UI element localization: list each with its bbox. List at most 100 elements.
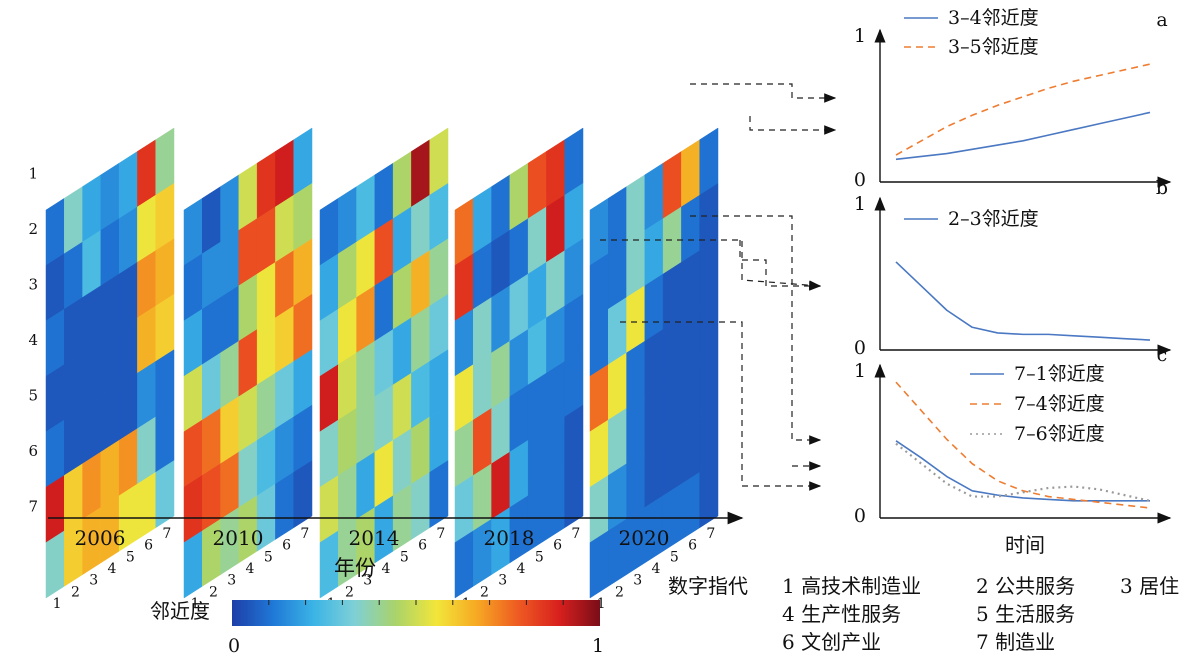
- heatmap-col-label: 6: [688, 538, 697, 554]
- heatmap-cell: [681, 471, 700, 540]
- legend-label: 7–6邻近度: [1014, 423, 1105, 445]
- year-label: 2010: [213, 526, 264, 550]
- heatmap-col-label: 5: [535, 549, 544, 565]
- heatmap-cell: [564, 460, 584, 529]
- heatmap-col-label: 2: [480, 584, 489, 600]
- heatmap-row-label: 4: [28, 331, 38, 349]
- heatmap-col-label: 2: [209, 584, 218, 600]
- heatmap-col-label: 6: [282, 538, 291, 554]
- heatmap-col-label: 5: [670, 549, 679, 565]
- heatmap-col-label: 5: [400, 549, 409, 565]
- heatmap-row-label: 2: [28, 220, 38, 238]
- code-legend-item-6: 6 文创产业: [782, 630, 881, 654]
- heatmap-row-label: 1: [28, 165, 38, 183]
- heatmap-cell: [155, 460, 175, 529]
- heatmap-col-label: 4: [382, 561, 391, 577]
- series-line: [895, 442, 1151, 502]
- heatmap-col-label: 2: [615, 584, 624, 600]
- heatmap-col-label: 6: [553, 538, 562, 554]
- year-label: 2018: [484, 526, 535, 550]
- heatmap-col-label: 3: [227, 573, 236, 589]
- legend-label: 3–4邻近度: [948, 7, 1039, 29]
- heatmap-col-label: 4: [652, 561, 661, 577]
- trend-panel-b: 0 1 b 2–3邻近度: [854, 177, 1172, 359]
- heatmap-col-label: 3: [498, 573, 507, 589]
- heatmap-col-label: 3: [633, 573, 642, 589]
- code-legend-item-5: 5 生活服务: [976, 602, 1075, 626]
- colorbar: 邻近度 0 1: [150, 599, 604, 657]
- series-line: [895, 63, 1151, 156]
- panel-label: a: [1156, 9, 1167, 31]
- year-label: 2020: [619, 526, 670, 550]
- heatmap-col-label: 3: [89, 573, 98, 589]
- code-legend-item-1: 1 高技术制造业: [782, 574, 921, 598]
- panel-label: c: [1157, 344, 1168, 366]
- heatmap-col-label: 6: [418, 538, 427, 554]
- heatmap-cell: [275, 471, 294, 540]
- heatmap-col-label: 4: [246, 561, 255, 577]
- legend-label: 7–4邻近度: [1014, 393, 1105, 415]
- dashed-connector: [690, 215, 822, 445]
- heatmap-row-label: 6: [28, 442, 38, 460]
- year-axis-label: 年份: [334, 556, 376, 580]
- y-tick-label: 0: [854, 337, 866, 359]
- dashed-connector: [749, 116, 837, 135]
- code-legend-item-4: 4 生产性服务: [782, 602, 901, 626]
- heatmap-col-label: 5: [126, 549, 135, 565]
- heatmap-col-label: 2: [345, 584, 354, 600]
- dashed-connectors: [600, 83, 837, 491]
- code-legend-item-2: 2 公共服务: [976, 574, 1075, 598]
- trend-panel-a: 0 1 a 3–4邻近度 3–5邻近度: [854, 7, 1172, 191]
- y-tick-label: 1: [854, 360, 866, 382]
- heatmap-panels: 12345671234567123456712345671234567: [45, 127, 719, 612]
- heatmap-col-label: 4: [517, 561, 526, 577]
- heatmap-cell: [699, 460, 719, 529]
- legend-label: 2–3邻近度: [948, 208, 1039, 230]
- heatmap-row-labels: 1 2 3 4 5 6 7: [28, 165, 38, 516]
- heatmap-col-label: 2: [71, 584, 80, 600]
- colorbar-min-label: 0: [228, 635, 240, 657]
- heatmap-cell: [293, 460, 313, 529]
- code-legend-item-3: 3 居住: [1120, 574, 1179, 598]
- heatmap-cell: [411, 471, 430, 540]
- heatmap-cell: [137, 471, 156, 540]
- year-label: 2014: [349, 526, 400, 550]
- dashed-connector: [620, 321, 822, 491]
- series-line: [895, 261, 1151, 341]
- legend-label: 3–5邻近度: [948, 36, 1039, 58]
- heatmap-col-label: 7: [571, 526, 580, 542]
- heatmap-cell: [183, 530, 203, 599]
- code-legend-item-7: 7 制造业: [976, 630, 1055, 654]
- y-tick-label: 1: [854, 25, 866, 47]
- heatmap-col-label: 4: [108, 561, 117, 577]
- heatmap-row-label: 7: [28, 497, 38, 515]
- dashed-connector: [600, 239, 822, 290]
- trend-panel-c: 0 1 c 时间 7–1邻近度 7–4邻近度 7–6邻近度: [854, 344, 1172, 557]
- heatmap-col-label: 6: [144, 538, 153, 554]
- heatmap-col-label: 7: [706, 526, 715, 542]
- dashed-connector: [739, 240, 822, 291]
- code-legend-title: 数字指代: [668, 574, 748, 598]
- y-tick-label: 1: [854, 193, 866, 215]
- heatmap-row-label: 5: [28, 386, 38, 404]
- trend-panels: 01a3–4邻近度3–5邻近度01b2–3邻近度01c时间7–1邻近度7–4邻近…: [854, 7, 1172, 557]
- heatmap-col-label: 5: [264, 549, 273, 565]
- heatmap-col-label: 3: [363, 573, 372, 589]
- x-axis-label: 时间: [1005, 533, 1045, 557]
- heatmap-cell: [546, 471, 565, 540]
- heatmap-col-label: 7: [162, 526, 171, 542]
- heatmap-col-label: 1: [53, 596, 62, 612]
- code-legend: 数字指代 1 高技术制造业 2 公共服务 3 居住 4 生产性服务 5 生活服务…: [668, 574, 1179, 654]
- heatmap-cell: [429, 460, 449, 529]
- heatmap-cell: [45, 530, 65, 599]
- heatmap-row-label: 3: [28, 276, 38, 294]
- colorbar-label: 邻近度: [150, 599, 210, 623]
- series-line: [895, 381, 1151, 509]
- dashed-connector: [690, 83, 837, 103]
- year-label: 2006: [75, 526, 126, 550]
